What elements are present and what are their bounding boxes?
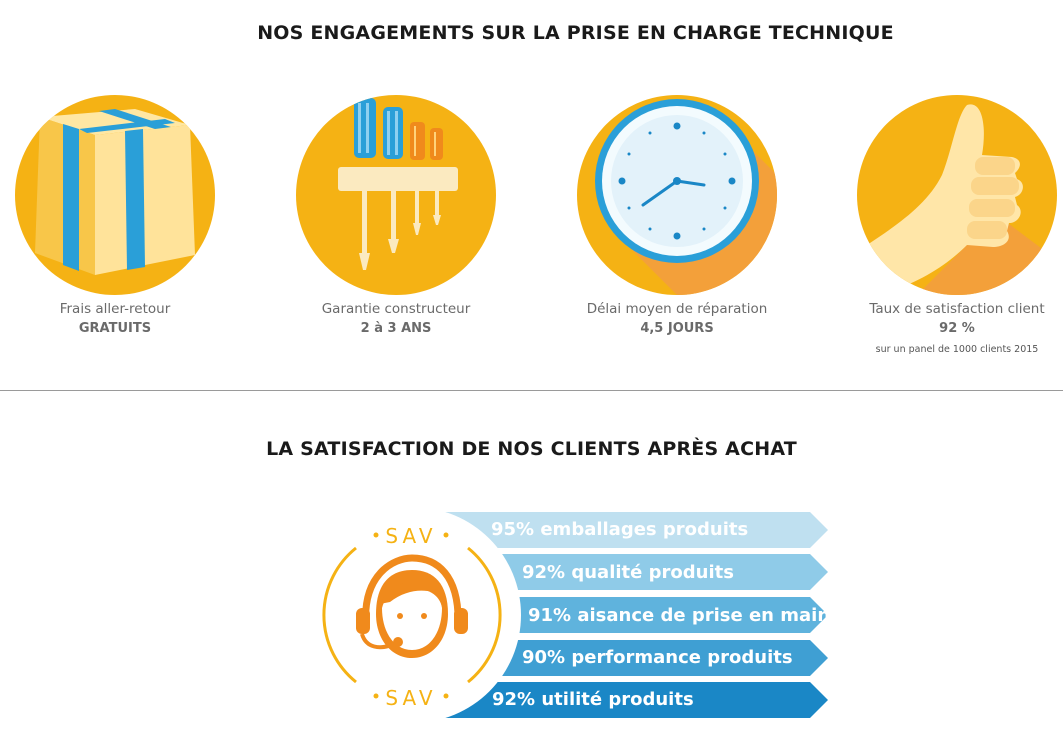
sav-graphic: SAV SAV bbox=[318, 508, 828, 723]
feature-value: 4,5 JOURS bbox=[640, 321, 714, 336]
section-title-engagements: NOS ENGAGEMENTS SUR LA PRISE EN CHARGE T… bbox=[257, 22, 894, 44]
bar-label: 92% qualité produits bbox=[522, 562, 734, 583]
feature-satisfaction: Taux de satisfaction client 92 % sur un … bbox=[837, 95, 1063, 355]
screwdrivers-icon bbox=[296, 95, 496, 295]
bar-label: 91% aisance de prise en main bbox=[528, 605, 831, 626]
thumbs-up-icon bbox=[857, 95, 1057, 295]
feature-warranty: Garantie constructeur 2 à 3 ANS bbox=[276, 95, 516, 338]
badge-text-top: SAV bbox=[385, 524, 436, 548]
feature-value: 92 % bbox=[939, 321, 975, 336]
clock-icon bbox=[577, 95, 777, 295]
box-icon bbox=[15, 95, 215, 295]
feature-free-shipping: Frais aller-retour GRATUITS bbox=[0, 95, 235, 338]
badge-text-bottom: SAV bbox=[385, 686, 436, 710]
section-title-satisfaction: LA SATISFACTION DE NOS CLIENTS APRÈS ACH… bbox=[266, 438, 797, 460]
bar-shape bbox=[398, 682, 828, 718]
feature-label: Délai moyen de réparation bbox=[586, 301, 768, 317]
bar-label: 95% emballages produits bbox=[491, 519, 749, 540]
feature-label: Taux de satisfaction client bbox=[869, 301, 1045, 317]
bar-label: 92% utilité produits bbox=[492, 689, 694, 710]
bar-label: 90% performance produits bbox=[522, 647, 793, 668]
feature-label: Frais aller-retour bbox=[59, 301, 171, 317]
headset-agent-icon bbox=[356, 554, 468, 658]
feature-value: 2 à 3 ANS bbox=[360, 321, 432, 336]
feature-label: Garantie constructeur bbox=[321, 301, 471, 317]
feature-repair-time: Délai moyen de réparation 4,5 JOURS bbox=[557, 95, 797, 338]
bar-shape bbox=[398, 512, 828, 548]
section-divider bbox=[0, 390, 1063, 391]
feature-value: GRATUITS bbox=[78, 321, 152, 336]
feature-note: sur un panel de 1000 clients 2015 bbox=[875, 344, 1039, 355]
